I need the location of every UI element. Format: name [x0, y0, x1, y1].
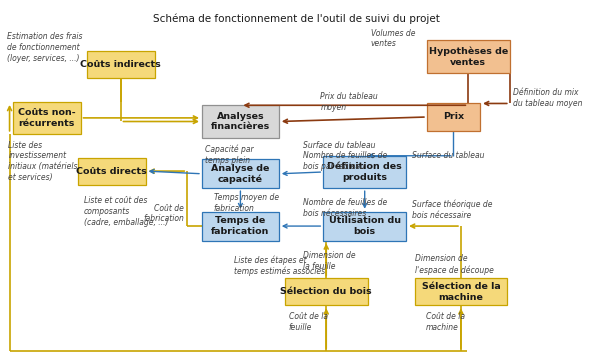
Text: Sélection du bois: Sélection du bois — [280, 287, 372, 296]
FancyBboxPatch shape — [202, 212, 279, 240]
Text: Analyse de
capacité: Analyse de capacité — [211, 164, 269, 184]
Text: Surface du tableau: Surface du tableau — [412, 151, 485, 160]
Text: Schéma de fonctionnement de l'outil de suivi du projet: Schéma de fonctionnement de l'outil de s… — [153, 13, 440, 24]
Text: Définition du mix
du tableau moyen: Définition du mix du tableau moyen — [512, 88, 582, 108]
Text: Temps de
fabrication: Temps de fabrication — [211, 216, 269, 236]
Text: Définition des
produits: Définition des produits — [328, 162, 402, 182]
Text: Liste des étapes et
temps estimés associés: Liste des étapes et temps estimés associ… — [235, 255, 326, 276]
FancyBboxPatch shape — [415, 278, 507, 306]
FancyBboxPatch shape — [285, 278, 368, 306]
Text: Coût de la
feuille: Coût de la feuille — [289, 312, 328, 332]
Text: Coût de
fabrication: Coût de fabrication — [143, 203, 184, 223]
FancyBboxPatch shape — [323, 212, 406, 240]
Text: Surface théorique de
bois nécessaire: Surface théorique de bois nécessaire — [412, 200, 493, 220]
FancyBboxPatch shape — [202, 105, 279, 138]
Text: Coût de la
machine: Coût de la machine — [425, 312, 464, 332]
Text: Surface du tableau
Nombre de feuilles de
bois par tableau: Surface du tableau Nombre de feuilles de… — [302, 140, 387, 171]
Text: Prix: Prix — [443, 113, 464, 122]
Text: Coûts indirects: Coûts indirects — [80, 60, 161, 69]
Text: Coûts directs: Coûts directs — [76, 167, 147, 176]
Text: Dimension de
l'espace de découpe: Dimension de l'espace de découpe — [415, 254, 494, 275]
Text: Sélection de la
machine: Sélection de la machine — [422, 282, 500, 302]
FancyBboxPatch shape — [323, 156, 406, 188]
FancyBboxPatch shape — [202, 159, 279, 188]
Text: Hypothèses de
ventes: Hypothèses de ventes — [428, 46, 508, 67]
FancyBboxPatch shape — [13, 102, 80, 134]
Text: Capacité par
temps plein: Capacité par temps plein — [205, 145, 254, 165]
Text: Coûts non-
récurrents: Coûts non- récurrents — [18, 108, 76, 128]
FancyBboxPatch shape — [427, 104, 480, 131]
Text: Utilisation du
bois: Utilisation du bois — [329, 216, 401, 236]
Text: Dimension de
la feuille: Dimension de la feuille — [302, 251, 355, 271]
Text: Liste des
investissement
initiaux (matériels
et services): Liste des investissement initiaux (matér… — [8, 140, 78, 182]
Text: Temps moyen de
fabrication: Temps moyen de fabrication — [214, 193, 279, 212]
FancyBboxPatch shape — [77, 157, 146, 185]
Text: Volumes de
ventes: Volumes de ventes — [371, 29, 415, 49]
Text: Nombre de feuilles de
bois nécessaires: Nombre de feuilles de bois nécessaires — [302, 198, 387, 218]
FancyBboxPatch shape — [427, 40, 510, 73]
Text: Prix du tableau
moyen: Prix du tableau moyen — [320, 92, 378, 111]
Text: Analyses
financières: Analyses financières — [211, 111, 270, 131]
FancyBboxPatch shape — [86, 51, 155, 78]
Text: Estimation des frais
de fonctionnement
(loyer, services, ...): Estimation des frais de fonctionnement (… — [7, 32, 82, 63]
Text: Liste et coût des
composants
(cadre, emballage, ...): Liste et coût des composants (cadre, emb… — [83, 197, 168, 227]
